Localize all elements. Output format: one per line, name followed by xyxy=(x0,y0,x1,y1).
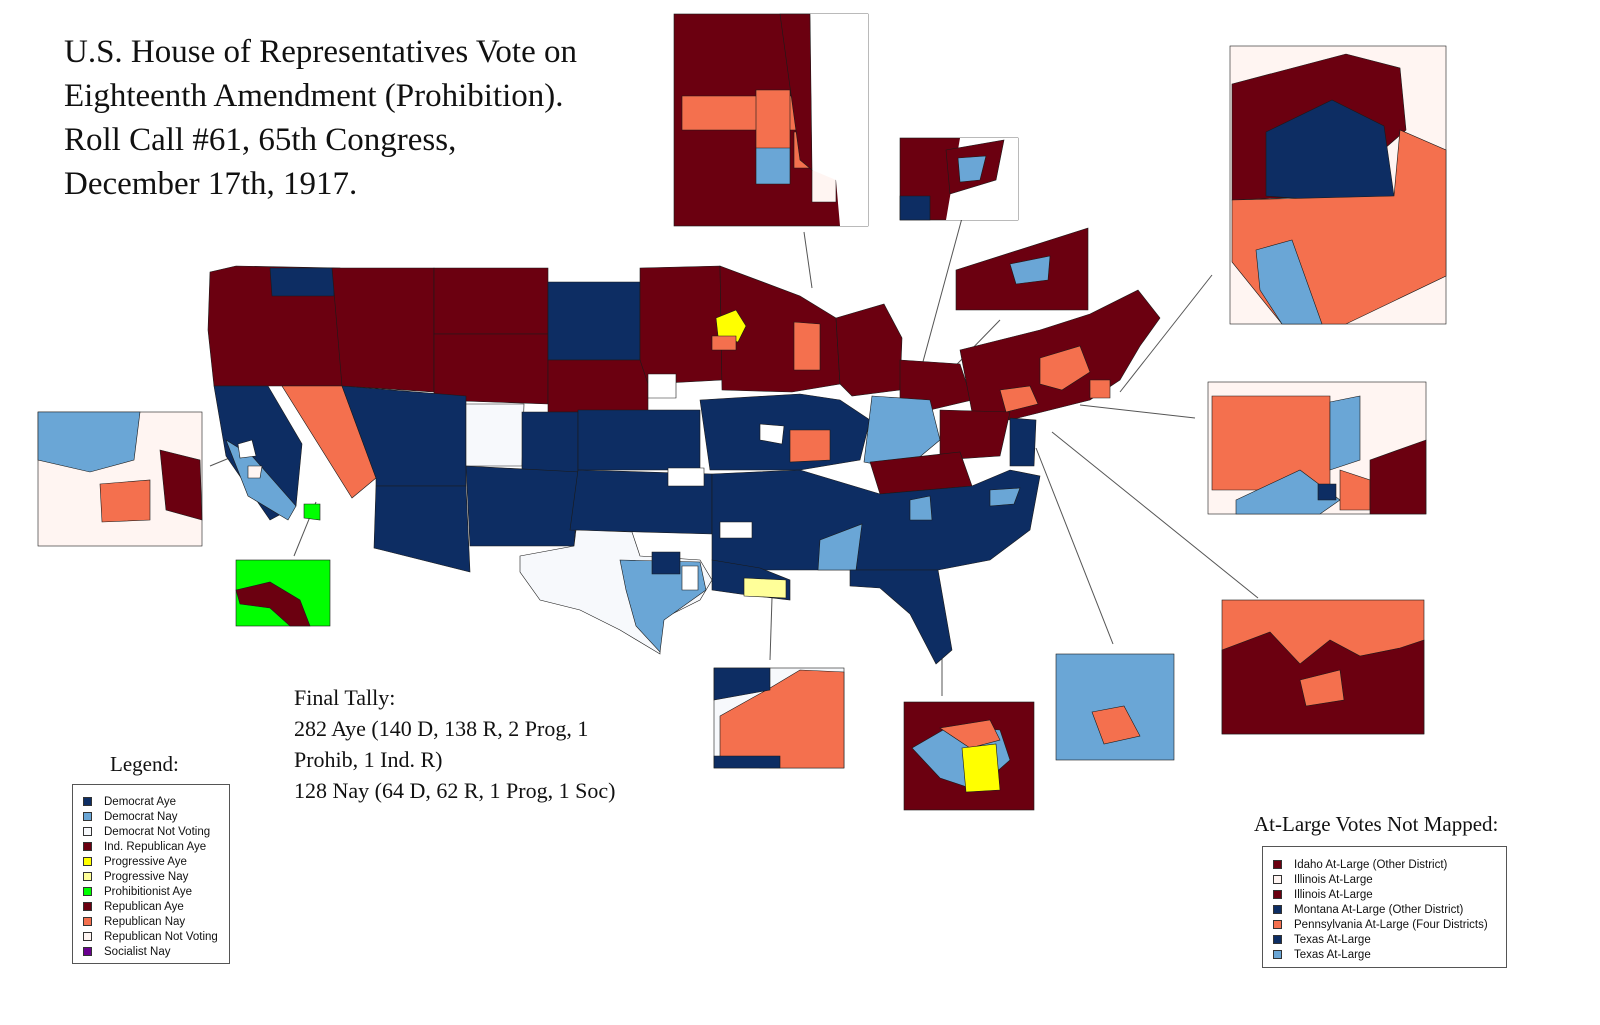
legend-item: Republican Aye xyxy=(83,899,229,914)
legend-swatch xyxy=(83,827,92,836)
at-large-label: Texas At-Large xyxy=(1294,948,1371,961)
legend: Democrat Aye Democrat Nay Democrat Not Vot… xyxy=(72,784,230,964)
at-large-item: Illinois At-Large xyxy=(1273,887,1506,902)
title-line: Roll Call #61, 65th Congress, xyxy=(64,122,457,158)
legend-swatch xyxy=(83,947,92,956)
tally-line: 282 Aye (140 D, 138 R, 2 Prog, 1 xyxy=(294,716,589,741)
legend-item: Republican Not Voting xyxy=(83,929,229,944)
title-line: December 17th, 1917. xyxy=(64,166,358,202)
legend-swatch xyxy=(83,842,92,851)
at-large-title: At-Large Votes Not Mapped: xyxy=(1254,812,1499,836)
legend-label: Democrat Nay xyxy=(104,810,178,823)
inset-chicago xyxy=(673,13,869,227)
legend-label: Progressive Nay xyxy=(104,870,189,883)
at-large-swatch xyxy=(1273,950,1282,959)
legend-item: Democrat Not Voting xyxy=(83,824,229,839)
legend-label: Ind. Republican Aye xyxy=(104,840,207,853)
legend-swatch xyxy=(83,887,92,896)
tally-line: 128 Nay (64 D, 62 R, 1 Prog, 1 Soc) xyxy=(294,778,616,803)
at-large-item: Illinois At-Large xyxy=(1273,872,1506,887)
legend-label: Democrat Not Voting xyxy=(104,825,211,838)
inset-san-francisco xyxy=(37,411,203,547)
map-title: U.S. House of Representatives Vote on Ei… xyxy=(64,30,684,206)
inset-baltimore xyxy=(1055,653,1175,761)
legend-label: Democrat Aye xyxy=(104,795,177,808)
inset-leader-lines xyxy=(209,195,1259,696)
legend-label: Prohibitionist Aye xyxy=(104,885,193,898)
legend-label: Socialist Nay xyxy=(104,945,171,958)
inset-cleveland xyxy=(955,227,1089,311)
mainland-map xyxy=(207,265,1161,665)
legend-item: Socialist Nay xyxy=(83,944,229,959)
at-large-swatch xyxy=(1273,935,1282,944)
inset-new-york xyxy=(1207,381,1427,515)
inset-los-angeles xyxy=(235,559,331,627)
at-large-label: Pennsylvania At-Large (Four Districts) xyxy=(1294,918,1488,931)
at-large-legend: Idaho At-Large (Other District) Illinois … xyxy=(1262,846,1507,968)
legend-swatch xyxy=(83,857,92,866)
inset-tampa xyxy=(903,701,1035,811)
at-large-label: Texas At-Large xyxy=(1294,933,1371,946)
inset-new-orleans xyxy=(713,667,845,769)
final-tally: Final Tally: 282 Aye (140 D, 138 R, 2 Pr… xyxy=(294,682,615,806)
title-line: Eighteenth Amendment (Prohibition). xyxy=(64,78,564,114)
california-district-markers xyxy=(237,439,321,521)
at-large-item: Pennsylvania At-Large (Four Districts) xyxy=(1273,917,1506,932)
legend-swatch xyxy=(83,917,92,926)
at-large-label: Illinois At-Large xyxy=(1294,873,1373,886)
legend-item: Republican Nay xyxy=(83,914,229,929)
at-large-label: Illinois At-Large xyxy=(1294,888,1373,901)
legend-swatch xyxy=(83,872,92,881)
legend-label: Republican Nay xyxy=(104,915,186,928)
at-large-label: Idaho At-Large (Other District) xyxy=(1294,858,1448,871)
legend-item: Ind. Republican Aye xyxy=(83,839,229,854)
legend-item: Progressive Aye xyxy=(83,854,229,869)
tally-line: Final Tally: xyxy=(294,685,396,710)
inset-philadelphia xyxy=(1221,599,1425,735)
at-large-swatch xyxy=(1273,860,1282,869)
at-large-item: Texas At-Large xyxy=(1273,932,1506,947)
inset-boston xyxy=(1229,45,1447,325)
at-large-swatch xyxy=(1273,875,1282,884)
at-large-swatch xyxy=(1273,905,1282,914)
legend-label: Progressive Aye xyxy=(104,855,187,868)
at-large-label: Montana At-Large (Other District) xyxy=(1294,903,1464,916)
legend-item: Democrat Aye xyxy=(83,794,229,809)
at-large-item: Texas At-Large xyxy=(1273,947,1506,962)
legend-swatch xyxy=(83,797,92,806)
legend-label: Republican Not Voting xyxy=(104,930,218,943)
legend-swatch xyxy=(83,902,92,911)
legend-swatch xyxy=(83,812,92,821)
legend-item: Democrat Nay xyxy=(83,809,229,824)
legend-swatch xyxy=(83,932,92,941)
at-large-item: Montana At-Large (Other District) xyxy=(1273,902,1506,917)
at-large-item: Idaho At-Large (Other District) xyxy=(1273,857,1506,872)
at-large-swatch xyxy=(1273,890,1282,899)
tally-line: Prohib, 1 Ind. R) xyxy=(294,747,443,772)
at-large-swatch xyxy=(1273,920,1282,929)
legend-title: Legend: xyxy=(110,752,179,776)
title-line: U.S. House of Representatives Vote on xyxy=(64,34,577,70)
legend-item: Prohibitionist Aye xyxy=(83,884,229,899)
legend-item: Progressive Nay xyxy=(83,869,229,884)
legend-label: Republican Aye xyxy=(104,900,184,913)
inset-detroit xyxy=(899,137,1019,221)
